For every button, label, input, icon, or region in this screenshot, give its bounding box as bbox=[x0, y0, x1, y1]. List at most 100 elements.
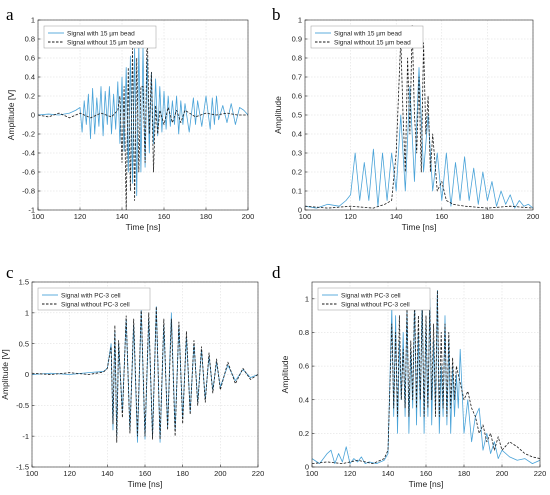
y-tick-label: 0.7 bbox=[292, 73, 302, 82]
legend-entry: Signal without PC-3 cell bbox=[61, 301, 130, 308]
y-tick-label: -0.2 bbox=[22, 130, 35, 139]
y-axis-label: Amplitude [V] bbox=[0, 349, 10, 400]
legend-entry: Signal without 15 µm bead bbox=[334, 39, 411, 46]
series-line-without bbox=[38, 27, 248, 210]
axes-frame bbox=[31, 281, 259, 468]
legend: Signal with 15 µm bead Signal without 15 … bbox=[310, 25, 424, 49]
y-axis-label: Amplitude [V] bbox=[6, 90, 16, 141]
y-tick-label: 0.2 bbox=[25, 92, 35, 101]
y-tick-label: -0.6 bbox=[22, 168, 35, 177]
legend: Signal with 15 µm bead Signal without 15 … bbox=[43, 25, 157, 49]
y-tick-label: -1 bbox=[22, 432, 29, 441]
series-line-with bbox=[305, 67, 533, 209]
y-axis-label: Amplitude bbox=[273, 96, 283, 134]
y-tick-label: 0.6 bbox=[299, 362, 309, 371]
x-tick-label: 120 bbox=[63, 469, 76, 478]
y-tick-label: 0.6 bbox=[292, 92, 302, 101]
panel-letter: d bbox=[272, 263, 281, 282]
x-tick-label: 100 bbox=[299, 212, 312, 221]
legend-entry: Signal with PC-3 cell bbox=[341, 292, 401, 299]
x-tick-label: 200 bbox=[527, 212, 540, 221]
y-tick-label: 0.1 bbox=[292, 187, 302, 196]
y-tick-label: 0.6 bbox=[25, 54, 35, 63]
series-line-without bbox=[32, 306, 258, 443]
panel-letter: a bbox=[6, 5, 14, 24]
x-tick-label: 200 bbox=[214, 469, 227, 478]
y-tick-label: -0.8 bbox=[22, 187, 35, 196]
y-tick-label: 0.8 bbox=[25, 35, 35, 44]
y-tick-label: 1 bbox=[31, 16, 35, 25]
x-axis-label: Time [ns] bbox=[128, 479, 163, 489]
y-tick-label: 0.3 bbox=[292, 149, 302, 158]
legend-box bbox=[317, 287, 431, 311]
series-line-with bbox=[38, 43, 248, 197]
x-tick-label: 140 bbox=[390, 212, 403, 221]
y-tick-label: -1 bbox=[28, 206, 35, 215]
axes-frame bbox=[304, 19, 534, 211]
y-tick-label: 0.4 bbox=[299, 395, 309, 404]
y-axis-label: Amplitude bbox=[280, 355, 290, 393]
x-tick-label: 180 bbox=[458, 469, 471, 478]
x-tick-label: 140 bbox=[382, 469, 395, 478]
y-tick-label: -1.5 bbox=[16, 463, 29, 472]
panel-b: b 100 120 140 160 180 200 0 0.1 0.2 0.3 0.4 0.5 0.6 0.… bbox=[272, 5, 539, 232]
x-tick-label: 200 bbox=[496, 469, 509, 478]
series-line-with bbox=[312, 290, 540, 465]
y-tick-label: 0.8 bbox=[299, 328, 309, 337]
x-axis-label: Time [ns] bbox=[402, 222, 437, 232]
y-tick-label: 0 bbox=[298, 206, 302, 215]
y-tick-label: -0.5 bbox=[16, 401, 29, 410]
y-tick-label: 0 bbox=[305, 463, 309, 472]
legend: Signal with PC-3 cell Signal without PC-3… bbox=[317, 287, 431, 311]
y-tick-label: 0.4 bbox=[292, 130, 302, 139]
x-tick-label: 180 bbox=[200, 212, 213, 221]
legend-entry: Signal without 15 µm bead bbox=[67, 39, 144, 46]
legend-box bbox=[310, 25, 424, 49]
x-tick-label: 160 bbox=[436, 212, 449, 221]
x-tick-label: 140 bbox=[116, 212, 129, 221]
y-tick-label: 0.4 bbox=[25, 73, 35, 82]
legend-entry: Signal without PC-3 cell bbox=[341, 301, 410, 308]
y-tick-label: 0 bbox=[31, 111, 35, 120]
y-tick-label: 0.2 bbox=[299, 429, 309, 438]
x-axis-label: Time [ns] bbox=[409, 479, 444, 489]
panel-letter: b bbox=[272, 5, 281, 24]
panel-a: a 100 120 140 160 180 200 -1 -0.8 -0.6 -0.4 -0.2 0 0.… bbox=[6, 5, 254, 232]
y-tick-label: 0.5 bbox=[292, 111, 302, 120]
legend-entry: Signal with 15 µm bead bbox=[334, 30, 402, 37]
x-axis-label: Time [ns] bbox=[126, 222, 161, 232]
x-tick-label: 160 bbox=[420, 469, 433, 478]
x-tick-label: 160 bbox=[139, 469, 152, 478]
x-tick-label: 160 bbox=[158, 212, 171, 221]
legend-box bbox=[43, 25, 157, 49]
legend-box bbox=[37, 287, 151, 311]
x-tick-label: 120 bbox=[344, 469, 357, 478]
x-tick-label: 100 bbox=[26, 469, 39, 478]
axes-frame bbox=[311, 281, 541, 468]
axes-frame bbox=[37, 19, 249, 211]
y-tick-label: 0.8 bbox=[292, 54, 302, 63]
x-tick-label: 180 bbox=[176, 469, 189, 478]
x-tick-label: 120 bbox=[344, 212, 357, 221]
x-tick-label: 220 bbox=[252, 469, 265, 478]
x-tick-label: 120 bbox=[74, 212, 87, 221]
y-tick-label: 0.9 bbox=[292, 35, 302, 44]
series-line-without bbox=[305, 25, 533, 209]
y-tick-label: 1 bbox=[25, 308, 29, 317]
panel-d: d 100 120 140 160 180 200 220 0 0.2 0.4 0.6 0.8 1 Time… bbox=[272, 263, 546, 489]
x-tick-label: 100 bbox=[306, 469, 319, 478]
y-tick-label: 0.5 bbox=[19, 339, 29, 348]
legend: Signal with PC-3 cell Signal without PC-3… bbox=[37, 287, 151, 311]
legend-entry: Signal with 15 µm bead bbox=[67, 30, 135, 37]
x-tick-label: 140 bbox=[101, 469, 114, 478]
panel-c: c 100 120 140 160 180 200 220 -1.5 -1 -0.5 0 0.5 1 1.5… bbox=[0, 263, 264, 489]
y-tick-label: 0.2 bbox=[292, 168, 302, 177]
y-tick-label: -0.4 bbox=[22, 149, 35, 158]
y-tick-label: 1 bbox=[305, 294, 309, 303]
x-tick-label: 220 bbox=[534, 469, 547, 478]
x-tick-label: 180 bbox=[481, 212, 494, 221]
legend-entry: Signal with PC-3 cell bbox=[61, 292, 121, 299]
x-tick-label: 200 bbox=[242, 212, 255, 221]
y-tick-label: 1 bbox=[298, 16, 302, 25]
